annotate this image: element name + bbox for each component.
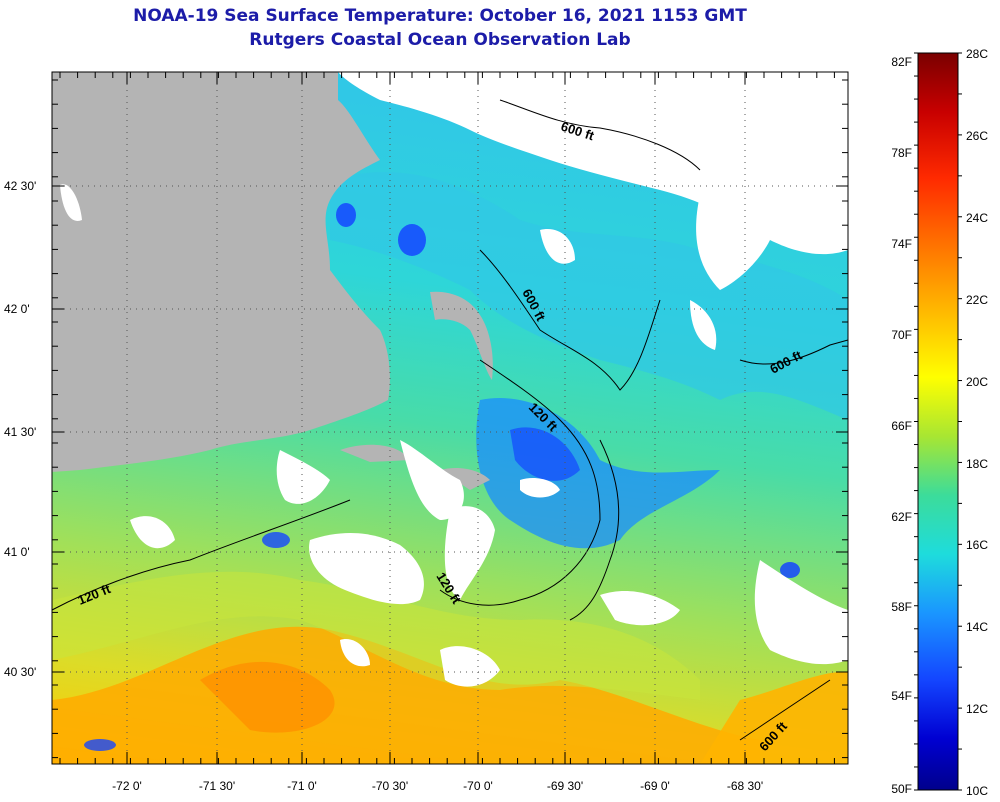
- contour-120ft-west: [52, 499, 351, 611]
- fahrenheit-label: 54F: [891, 689, 912, 703]
- fahrenheit-label: 66F: [891, 419, 912, 433]
- fahrenheit-label: 74F: [891, 237, 912, 251]
- contour-600ft-east: [739, 339, 848, 365]
- lat-label: 42 30': [4, 179, 36, 193]
- map-frame: [51, 71, 849, 765]
- lat-label: 42 0': [4, 302, 30, 316]
- lat-label: 41 30': [4, 425, 36, 439]
- celsius-label: 20C: [966, 375, 988, 389]
- fahrenheit-label: 82F: [891, 55, 912, 69]
- celsius-label: 16C: [966, 538, 988, 552]
- lon-label: -71 30': [199, 779, 235, 793]
- land-mass: [52, 72, 390, 472]
- latitude-axis: 42 30' 42 0' 41 30' 41 0' 40 30': [4, 179, 36, 679]
- lon-label: -72 0': [112, 779, 142, 793]
- map-title: NOAA-19 Sea Surface Temperature: October…: [133, 6, 747, 26]
- celsius-label: 10C: [966, 784, 988, 798]
- color-scale-legend: 82F 78F 74F 70F 66F 62F 58F 54F 50F 28C …: [891, 47, 988, 798]
- fahrenheit-label: 78F: [891, 146, 912, 160]
- graticule: [52, 72, 848, 764]
- contour-120ft-bank: [439, 359, 601, 606]
- sst-imagery: [52, 72, 848, 764]
- depth-contours: [52, 99, 848, 741]
- warm-water-region: [52, 626, 760, 764]
- islands: [340, 444, 490, 490]
- lon-label: -70 0': [463, 779, 493, 793]
- celsius-label: 28C: [966, 47, 988, 61]
- lon-label: -70 30': [372, 779, 408, 793]
- lat-label: 40 30': [4, 665, 36, 679]
- fahrenheit-label: 58F: [891, 600, 912, 614]
- fahrenheit-label: 70F: [891, 328, 912, 342]
- cape-cod: [430, 291, 493, 380]
- longitude-axis: -72 0' -71 30' -71 0' -70 30' -70 0' -69…: [112, 779, 763, 793]
- map-subtitle: Rutgers Coastal Ocean Observation Lab: [249, 30, 631, 50]
- lon-label: -71 0': [287, 779, 317, 793]
- celsius-label: 22C: [966, 293, 988, 307]
- axis-ticks: [52, 72, 848, 764]
- celsius-label: 26C: [966, 129, 988, 143]
- lon-label: -69 30': [547, 779, 583, 793]
- celsius-label: 12C: [966, 702, 988, 716]
- celsius-label: 14C: [966, 620, 988, 634]
- contour-600ft-gulf: [479, 249, 661, 391]
- contour-600ft-south: [739, 679, 831, 741]
- fahrenheit-label: 62F: [891, 510, 912, 524]
- fahrenheit-label: 50F: [891, 782, 912, 796]
- cloud-cover: [60, 72, 848, 687]
- contour-600ft-north: [499, 99, 701, 171]
- celsius-label: 18C: [966, 457, 988, 471]
- lon-label: -68 30': [727, 779, 763, 793]
- lat-label: 41 0': [4, 545, 30, 559]
- lon-label: -69 0': [640, 779, 670, 793]
- celsius-label: 24C: [966, 211, 988, 225]
- mild-water-region: [52, 571, 700, 700]
- color-scale-bar: [917, 52, 959, 791]
